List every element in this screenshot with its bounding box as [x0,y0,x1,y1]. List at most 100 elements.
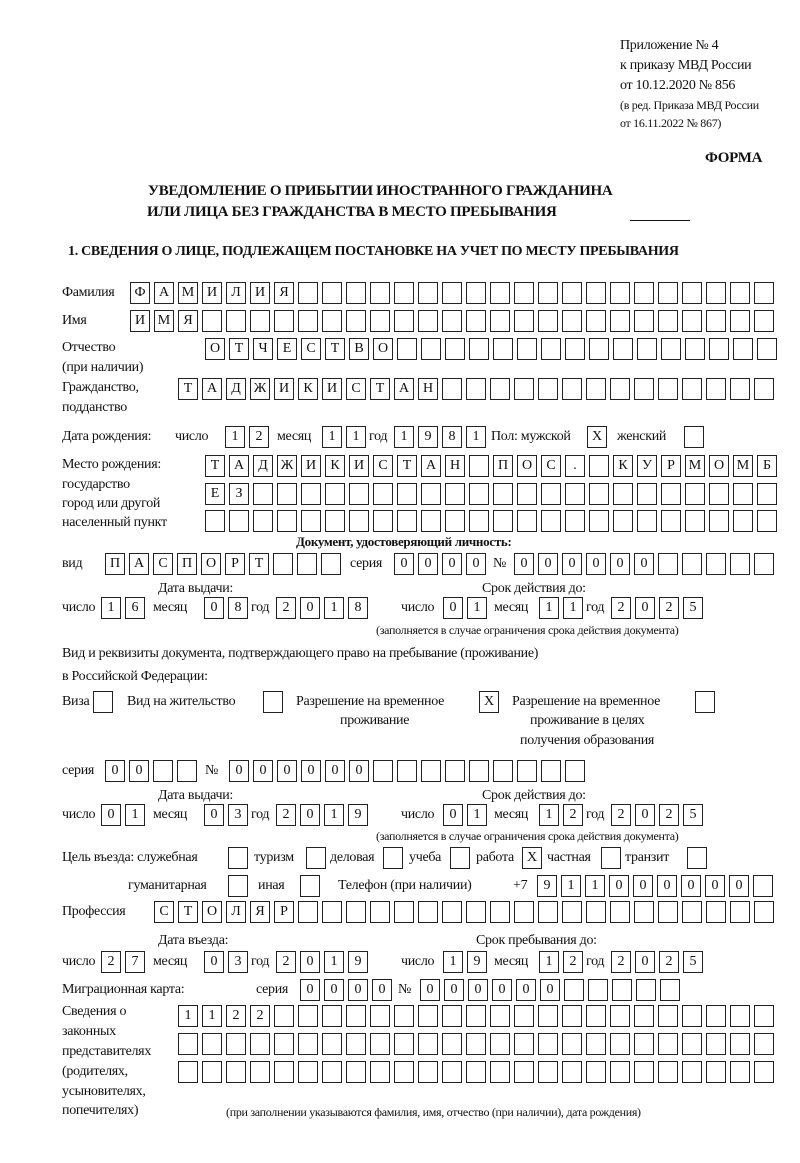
char-cell[interactable] [706,901,726,923]
char-cell[interactable] [418,1033,438,1055]
char-cell[interactable]: Х [587,426,607,448]
char-cell[interactable]: 0 [418,553,438,575]
char-cell[interactable]: А [154,282,174,304]
char-cell[interactable] [610,282,630,304]
char-cell[interactable] [490,1061,510,1083]
char-cell[interactable]: И [202,282,222,304]
char-cell[interactable] [445,510,465,532]
char-cell[interactable]: 0 [468,979,488,1001]
char-cell[interactable]: 2 [611,597,631,619]
char-cell[interactable]: 1 [539,597,559,619]
char-cell[interactable]: 0 [635,951,655,973]
char-cell[interactable]: О [373,338,393,360]
char-cell[interactable]: М [685,455,705,477]
char-cell[interactable] [229,510,249,532]
char-cell[interactable] [517,338,537,360]
char-cell[interactable]: К [613,455,633,477]
char-cell[interactable] [661,510,681,532]
char-cell[interactable]: Я [274,282,294,304]
char-cell[interactable]: 2 [101,951,121,973]
char-cell[interactable] [685,338,705,360]
char-cell[interactable] [682,553,702,575]
char-cell[interactable] [421,483,441,505]
char-cell[interactable] [589,455,609,477]
char-cell[interactable] [517,483,537,505]
char-cell[interactable]: 0 [394,553,414,575]
char-cell[interactable] [730,1005,750,1027]
char-cell[interactable]: 8 [442,426,462,448]
char-cell[interactable]: 1 [443,951,463,973]
char-cell[interactable] [517,760,537,782]
char-cell[interactable] [349,483,369,505]
char-cell[interactable]: Т [370,378,390,400]
char-cell[interactable]: Т [205,455,225,477]
char-cell[interactable] [250,1033,270,1055]
char-cell[interactable]: 0 [204,951,224,973]
char-cell[interactable] [370,901,390,923]
char-cell[interactable] [610,310,630,332]
char-cell[interactable]: 1 [467,597,487,619]
char-cell[interactable] [514,901,534,923]
char-cell[interactable] [658,1005,678,1027]
char-cell[interactable]: И [250,282,270,304]
char-cell[interactable] [682,378,702,400]
char-cell[interactable]: 1 [225,426,245,448]
char-cell[interactable] [418,282,438,304]
char-cell[interactable]: 0 [538,553,558,575]
char-cell[interactable] [226,1061,246,1083]
char-cell[interactable] [250,310,270,332]
char-cell[interactable]: 1 [394,426,414,448]
char-cell[interactable] [562,1061,582,1083]
char-cell[interactable] [322,1005,342,1027]
char-cell[interactable] [445,760,465,782]
char-cell[interactable] [706,1005,726,1027]
char-cell[interactable] [757,483,777,505]
char-cell[interactable] [442,282,462,304]
char-cell[interactable] [562,310,582,332]
char-cell[interactable] [370,282,390,304]
char-cell[interactable] [706,310,726,332]
char-cell[interactable]: Т [249,553,269,575]
char-cell[interactable]: Т [178,378,198,400]
char-cell[interactable] [177,760,197,782]
char-cell[interactable]: Я [178,310,198,332]
char-cell[interactable]: Е [277,338,297,360]
char-cell[interactable]: 0 [492,979,512,1001]
char-cell[interactable]: 1 [561,875,581,897]
char-cell[interactable] [613,483,633,505]
char-cell[interactable]: 0 [729,875,749,897]
char-cell[interactable] [589,510,609,532]
char-cell[interactable]: 9 [467,951,487,973]
char-cell[interactable]: 1 [346,426,366,448]
char-cell[interactable]: П [493,455,513,477]
char-cell[interactable] [466,310,486,332]
char-cell[interactable] [202,1061,222,1083]
char-cell[interactable]: 9 [418,426,438,448]
char-cell[interactable]: 0 [657,875,677,897]
char-cell[interactable]: С [153,553,173,575]
char-cell[interactable] [636,979,656,1001]
char-cell[interactable] [490,310,510,332]
char-cell[interactable]: 1 [539,951,559,973]
char-cell[interactable] [634,1061,654,1083]
char-cell[interactable]: А [202,378,222,400]
char-cell[interactable]: 0 [610,553,630,575]
char-cell[interactable]: 2 [563,804,583,826]
char-cell[interactable] [754,282,774,304]
char-cell[interactable] [634,282,654,304]
char-cell[interactable]: М [178,282,198,304]
char-cell[interactable] [538,1005,558,1027]
char-cell[interactable]: 1 [539,804,559,826]
char-cell[interactable] [754,901,774,923]
char-cell[interactable]: 2 [276,951,296,973]
char-cell[interactable] [565,483,585,505]
char-cell[interactable] [226,310,246,332]
char-cell[interactable]: 0 [349,760,369,782]
char-cell[interactable]: 1 [324,597,344,619]
char-cell[interactable] [322,901,342,923]
char-cell[interactable] [469,338,489,360]
char-cell[interactable] [658,282,678,304]
char-cell[interactable] [322,1061,342,1083]
char-cell[interactable]: Т [325,338,345,360]
char-cell[interactable]: Р [661,455,681,477]
